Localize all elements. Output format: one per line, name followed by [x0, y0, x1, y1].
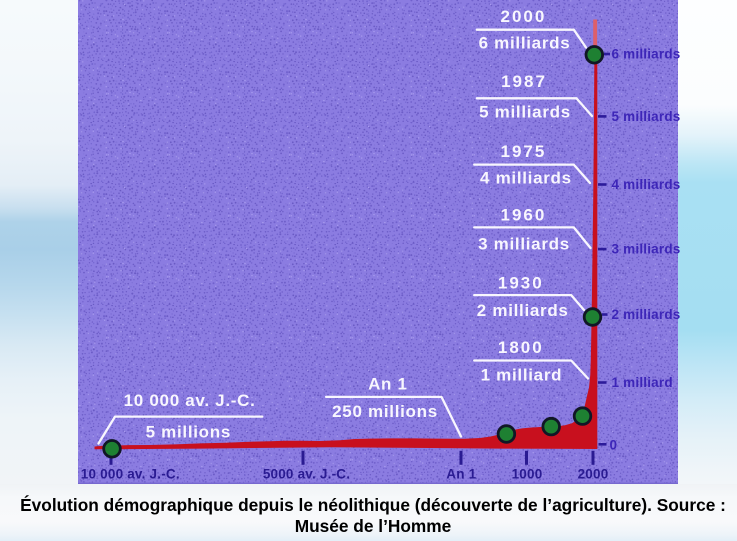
svg-text:1930: 1930 — [498, 274, 544, 293]
svg-text:10 000 av. J.-C.: 10 000 av. J.-C. — [124, 391, 256, 410]
svg-text:2 milliards: 2 milliards — [477, 301, 569, 320]
svg-text:10 000 av. J.-C.: 10 000 av. J.-C. — [81, 467, 180, 482]
svg-text:2000: 2000 — [500, 7, 546, 26]
svg-text:5 milliards: 5 milliards — [479, 103, 571, 122]
svg-text:5 millions: 5 millions — [146, 423, 231, 442]
svg-text:1960: 1960 — [500, 206, 546, 225]
svg-text:5 milliards: 5 milliards — [612, 109, 681, 124]
svg-text:1 milliard: 1 milliard — [481, 366, 563, 385]
svg-text:1987: 1987 — [501, 72, 547, 91]
svg-text:1 milliard: 1 milliard — [612, 375, 673, 390]
svg-text:3 milliards: 3 milliards — [478, 235, 570, 254]
svg-text:An 1: An 1 — [446, 467, 476, 482]
svg-text:1000: 1000 — [512, 467, 543, 482]
svg-text:2 milliards: 2 milliards — [612, 307, 681, 322]
svg-text:An 1: An 1 — [368, 375, 408, 394]
svg-text:250 millions: 250 millions — [332, 402, 438, 421]
svg-text:6 milliards: 6 milliards — [612, 47, 681, 62]
svg-text:0: 0 — [610, 437, 618, 452]
svg-text:4 milliards: 4 milliards — [480, 169, 572, 188]
svg-text:4 milliards: 4 milliards — [612, 177, 681, 192]
svg-text:6 milliards: 6 milliards — [479, 34, 571, 53]
svg-text:2000: 2000 — [578, 467, 609, 482]
svg-text:Musée de l’Homme: Musée de l’Homme — [295, 516, 452, 536]
svg-text:1800: 1800 — [498, 338, 544, 357]
svg-text:5000 av. J.-C.: 5000 av. J.-C. — [263, 467, 350, 482]
svg-text:Évolution démographique depuis: Évolution démographique depuis le néolit… — [20, 495, 726, 515]
svg-text:1975: 1975 — [500, 142, 546, 161]
svg-text:3 milliards: 3 milliards — [612, 242, 681, 257]
